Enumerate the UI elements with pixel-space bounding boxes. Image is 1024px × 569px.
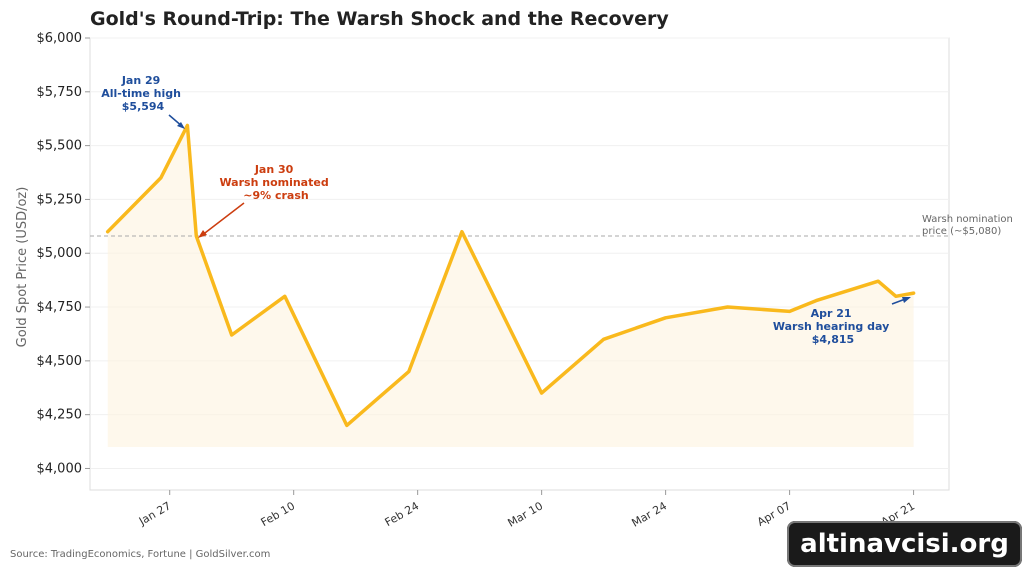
annotation-hearing-day: Apr 21 Warsh hearing day $4,815: [773, 297, 911, 346]
y-tick-label: $5,000: [37, 246, 83, 261]
annotation-arrow: [200, 202, 245, 237]
y-tick-label: $4,750: [37, 300, 83, 315]
y-tick-label: $4,000: [37, 461, 83, 476]
annotation-arrowhead: [177, 122, 185, 129]
annotation-line: Warsh hearing day: [773, 320, 889, 333]
reference-line-label-line: Warsh nomination: [922, 214, 1013, 225]
annotation-line: ~9% crash: [243, 189, 308, 202]
data-points: [107, 125, 914, 426]
watermark-logo: altinavcisi.org: [787, 521, 1022, 567]
reference-line-label: Warsh nomination price (~$5,080): [922, 214, 1016, 237]
annotation-line: Apr 21: [811, 307, 852, 320]
annotation-line: $5,594: [122, 100, 165, 113]
annotation-line: Warsh nominated: [219, 176, 328, 189]
annotation-line: All-time high: [101, 87, 181, 100]
y-tick-label: $6,000: [37, 31, 83, 46]
reference-line-label-line: price (~$5,080): [922, 226, 1001, 237]
y-tick-label: $5,500: [37, 139, 83, 154]
x-tick-label: Mar 10: [506, 499, 546, 529]
annotation-arrowhead: [902, 297, 911, 303]
svg-text:Jan 30 Warsh nominated: Jan 30 Warsh nominated ~9% crash: [219, 163, 332, 202]
y-tick-label: $5,750: [37, 85, 83, 100]
annotation-line: Jan 30: [254, 163, 294, 176]
annotation-arrowhead: [198, 230, 207, 238]
series-line-gold: [105, 123, 916, 428]
x-tick-label: Feb 10: [259, 499, 298, 529]
y-tick-label: $4,500: [37, 354, 83, 369]
chart-title: Gold's Round-Trip: The Warsh Shock and t…: [90, 8, 669, 30]
y-tick-label: $5,250: [37, 192, 83, 207]
area-fill: [107, 125, 914, 448]
annotation-line: Jan 29: [121, 74, 160, 87]
y-axis-label: Gold Spot Price (USD/oz): [15, 187, 30, 348]
plot-area: [89, 37, 950, 491]
annotation-warsh-nominated: Jan 30 Warsh nominated ~9% crash: [198, 163, 332, 238]
annotation-line: $4,815: [812, 333, 854, 346]
svg-text:Apr 21 Warsh hearing day: Apr 21 Warsh hearing day $4,815: [773, 307, 893, 346]
x-tick-label: Mar 24: [629, 499, 669, 529]
y-axis: $4,000 $4,250 $4,500 $4,750 $5,000 $5,250 $5,5…: [37, 31, 90, 476]
svg-text:Jan 29 All-time high: Jan 29 All-time high $5,594: [101, 74, 185, 113]
y-tick-label: $4,250: [37, 408, 83, 423]
annotation-ath: Jan 29 All-time high $5,594: [101, 74, 185, 129]
source-note: Source: TradingEconomics, Fortune | Gold…: [10, 549, 270, 560]
x-tick-label: Feb 24: [383, 499, 422, 529]
x-tick-label: Jan 27: [136, 499, 173, 528]
